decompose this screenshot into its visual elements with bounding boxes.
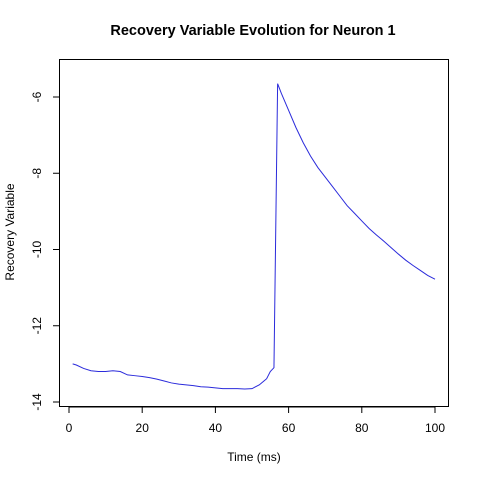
x-tick-label: 0 [66, 421, 73, 435]
series-line [72, 83, 436, 390]
x-tick-label: 100 [425, 421, 445, 435]
y-tick-label: -8 [30, 168, 44, 179]
plot-frame [59, 59, 449, 407]
y-tick-label: -12 [30, 317, 44, 335]
x-axis-label: Time (ms) [227, 450, 281, 464]
y-axis: -14 -12 -10 -8 -6 [30, 91, 60, 411]
y-tick-label: -10 [30, 241, 44, 259]
x-tick-label: 80 [355, 421, 369, 435]
x-tick-label: 60 [282, 421, 296, 435]
y-axis-label: Recovery Variable [3, 183, 17, 280]
x-axis: 0 20 40 60 80 100 [66, 406, 445, 435]
y-tick-label: -14 [30, 393, 44, 411]
chart-title: Recovery Variable Evolution for Neuron 1 [110, 23, 395, 39]
x-tick-label: 40 [209, 421, 223, 435]
y-tick-label: -6 [30, 91, 44, 102]
x-tick-label: 20 [136, 421, 150, 435]
